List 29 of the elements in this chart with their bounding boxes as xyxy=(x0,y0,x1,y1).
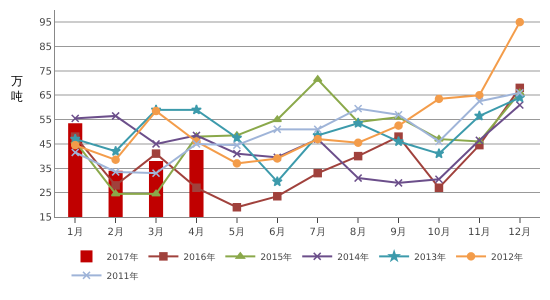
y-tick-label: 15 xyxy=(39,212,52,224)
x-tick-label: 12月 xyxy=(508,227,532,238)
legend-label: 2012年 xyxy=(491,252,523,263)
y-tick-label: 55 xyxy=(39,115,52,126)
legend-label: 2014年 xyxy=(337,252,370,263)
x-tick-label: 7月 xyxy=(310,227,326,238)
y-tick-label: 35 xyxy=(39,164,52,175)
x-tick-label: 6月 xyxy=(269,227,286,238)
x-tick-label: 11月 xyxy=(468,227,491,238)
x-tick-label: 4月 xyxy=(188,227,205,238)
x-tick-label: 10月 xyxy=(428,227,450,238)
y-tick-label: 65 xyxy=(39,90,52,102)
y-axis-title: 万吨 xyxy=(11,74,23,104)
x-tick-label: 5月 xyxy=(228,227,246,238)
x-tick-label: 2月 xyxy=(107,227,124,238)
x-tick-label: 1月 xyxy=(67,227,84,238)
legend-label: 2017年 xyxy=(106,252,138,263)
y-tick-label: 45 xyxy=(39,139,52,150)
y-tick-label: 95 xyxy=(39,18,52,29)
y-tick-label: 75 xyxy=(39,66,52,78)
y-tick-label: 25 xyxy=(39,188,52,200)
x-tick-label: 9月 xyxy=(390,227,407,238)
x-tick-label: 8月 xyxy=(350,227,366,238)
y-tick-label: 85 xyxy=(39,42,52,54)
legend-label: 2016年 xyxy=(183,252,216,263)
legend-label: 2011年 xyxy=(106,270,138,282)
legend-label: 2015年 xyxy=(260,252,292,263)
x-tick-label: 3月 xyxy=(148,227,164,238)
legend-label: 2013年 xyxy=(414,252,446,263)
